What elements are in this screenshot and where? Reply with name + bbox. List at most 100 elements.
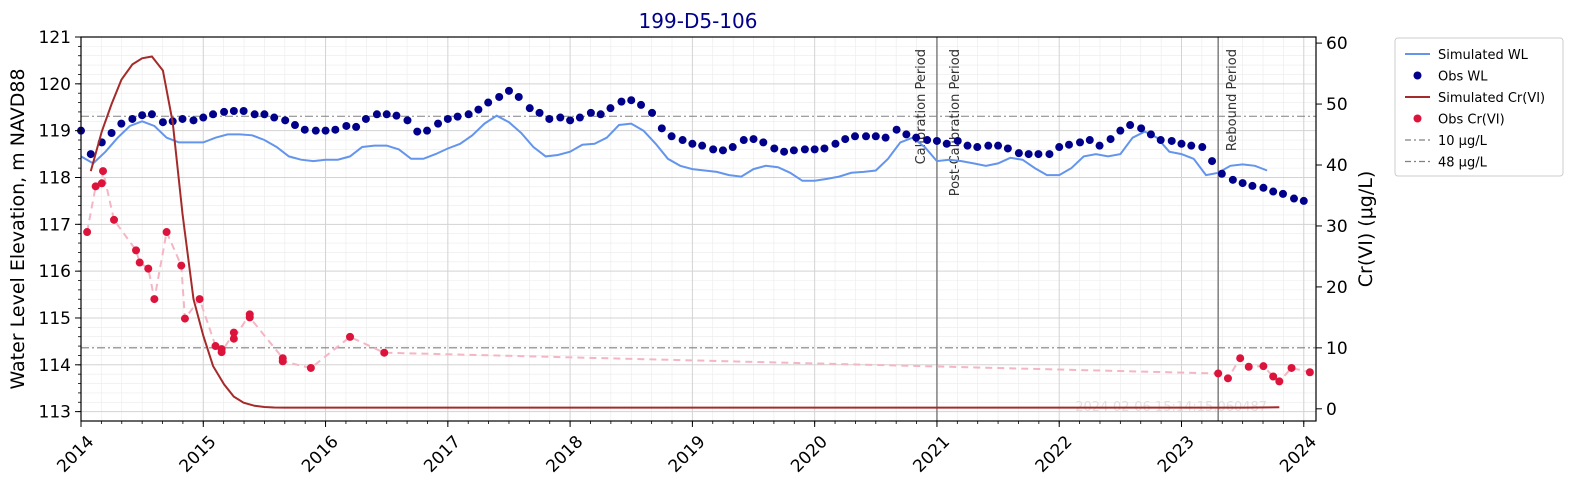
data-point <box>1278 189 1287 198</box>
data-point <box>199 113 208 122</box>
data-point <box>346 332 355 341</box>
data-point <box>311 126 320 135</box>
data-point <box>300 125 309 134</box>
data-point <box>290 121 299 130</box>
data-point <box>180 314 189 323</box>
data-point <box>596 110 605 119</box>
data-point <box>209 110 218 119</box>
x-tick-label: 2021 <box>909 432 954 477</box>
data-point <box>1287 363 1296 372</box>
data-point <box>984 141 993 150</box>
data-point <box>99 167 108 176</box>
data-point <box>250 110 259 119</box>
data-point <box>1299 196 1308 205</box>
data-point <box>1095 141 1104 150</box>
data-point <box>86 150 95 159</box>
data-point <box>110 215 119 224</box>
data-point <box>1116 126 1125 135</box>
data-point <box>245 313 254 322</box>
data-point <box>128 114 137 123</box>
data-point <box>1106 135 1115 144</box>
data-point <box>331 125 340 134</box>
data-point <box>862 132 871 141</box>
data-point <box>189 116 198 125</box>
y-left-tick-label: 120 <box>39 75 71 95</box>
legend-label: Obs WL <box>1438 70 1488 85</box>
data-point <box>423 126 432 135</box>
y-left-tick-label: 121 <box>39 28 71 48</box>
data-point <box>144 264 153 273</box>
y-left-tick-label: 117 <box>39 215 71 235</box>
data-point <box>380 348 389 357</box>
data-point <box>1236 354 1245 363</box>
data-point <box>195 295 204 304</box>
data-point <box>514 92 523 101</box>
y-right-tick-label: 60 <box>1326 34 1348 54</box>
y-left-tick-label: 115 <box>39 309 71 329</box>
data-point <box>942 139 951 148</box>
data-point <box>484 98 493 107</box>
data-point <box>372 110 381 119</box>
data-point <box>586 108 595 117</box>
data-point <box>1045 150 1054 159</box>
x-tick-label: 2015 <box>176 432 221 477</box>
data-point <box>881 133 890 142</box>
data-point <box>217 348 226 357</box>
x-tick-label: 2014 <box>53 432 98 477</box>
data-point <box>1259 183 1268 192</box>
data-point <box>800 145 809 154</box>
data-point <box>1214 369 1223 378</box>
data-point <box>342 121 351 130</box>
y-right-axis-title: Cr(VI) (μg/L) <box>1355 171 1377 288</box>
data-point <box>229 328 238 337</box>
legend-box <box>1394 37 1564 177</box>
data-point <box>260 110 269 119</box>
data-point <box>545 114 554 123</box>
data-point <box>606 104 615 113</box>
data-point <box>434 119 443 128</box>
data-point <box>770 144 779 153</box>
data-point <box>648 108 657 117</box>
data-point <box>994 141 1003 150</box>
data-point <box>464 110 473 119</box>
data-point <box>83 228 92 237</box>
data-point <box>361 114 370 123</box>
data-point <box>392 111 401 120</box>
data-point <box>270 113 279 122</box>
data-point <box>749 135 758 144</box>
legend-label: Obs Cr(VI) <box>1438 113 1505 128</box>
plot-background <box>81 37 1316 421</box>
period-label: Rebound Period <box>1225 49 1240 151</box>
data-point <box>1244 362 1253 371</box>
data-point <box>138 111 147 120</box>
y-left-tick-label: 119 <box>39 122 71 142</box>
data-point <box>871 132 880 141</box>
data-point <box>963 141 972 150</box>
data-point <box>810 145 819 154</box>
data-point <box>1024 150 1033 159</box>
x-tick-label: 2017 <box>420 432 465 477</box>
data-point <box>413 127 422 136</box>
x-tick-label: 2020 <box>787 432 832 477</box>
data-point <box>718 146 727 155</box>
data-point <box>1269 372 1278 381</box>
data-point <box>1305 368 1314 377</box>
y-right-tick-label: 20 <box>1326 278 1348 298</box>
data-point <box>1198 143 1207 152</box>
data-point <box>678 136 687 145</box>
data-point <box>1034 150 1043 159</box>
data-point <box>278 357 287 366</box>
y-left-axis-title: Water Level Elevation, m NAVD88 <box>7 68 29 389</box>
data-point <box>1289 194 1298 203</box>
data-point <box>229 106 238 115</box>
data-point <box>728 143 737 152</box>
data-point <box>229 334 238 343</box>
data-point <box>352 122 361 131</box>
data-point <box>1156 136 1165 145</box>
plot-frame <box>80 36 1317 422</box>
data-point <box>973 143 982 152</box>
x-tick-label: 2019 <box>665 432 710 477</box>
y-left-tick-label: 114 <box>39 356 71 376</box>
x-tick-label: 2022 <box>1032 432 1077 477</box>
data-point <box>158 118 167 127</box>
